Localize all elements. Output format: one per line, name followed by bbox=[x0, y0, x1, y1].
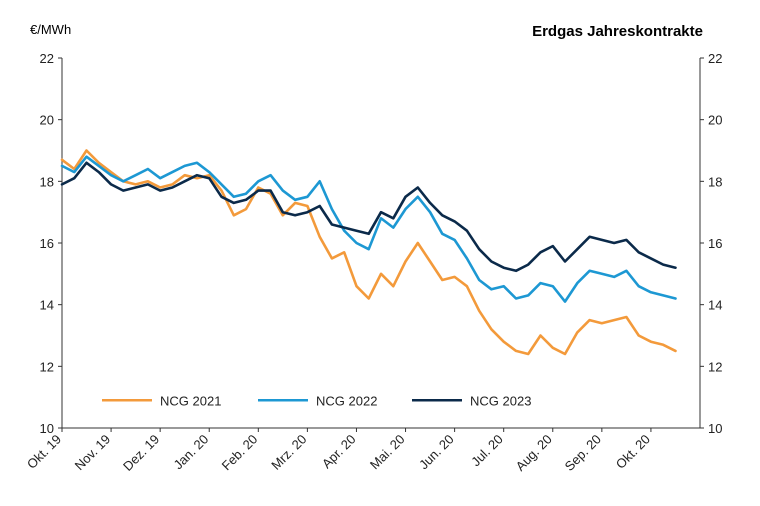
x-tick-label: Dez. 19 bbox=[120, 432, 162, 474]
x-tick-label: Jan. 20 bbox=[171, 432, 212, 473]
x-tick-label: Sep. 20 bbox=[562, 432, 604, 474]
y-tick-label-right: 14 bbox=[708, 298, 722, 313]
x-tick-label: Apr. 20 bbox=[319, 432, 359, 472]
x-ticks: Okt. 19 Nov. 19 Dez. 19 Jan. 20 Feb. 20 Mrz. … bbox=[24, 428, 653, 474]
y-tick-label-left: 14 bbox=[40, 298, 54, 313]
y-tick-label-right: 18 bbox=[708, 174, 722, 189]
series-line-3 bbox=[60, 161, 677, 273]
y-tick-label-left: 20 bbox=[40, 113, 54, 128]
legend-label: NCG 2023 bbox=[470, 393, 531, 408]
y-tick-label-right: 10 bbox=[708, 421, 722, 436]
legend-label: NCG 2021 bbox=[160, 393, 221, 408]
legend: NCG 2021 NCG 2022 NCG 2023 bbox=[102, 393, 531, 408]
chart-title: Erdgas Jahreskontrakte bbox=[532, 23, 703, 40]
y-tick-label-right: 22 bbox=[708, 51, 722, 66]
y-tick-label-left: 12 bbox=[40, 359, 54, 374]
x-tick-label: Mrz. 20 bbox=[268, 432, 309, 473]
x-tick-label: Nov. 19 bbox=[72, 432, 114, 474]
y-tick-label-left: 16 bbox=[40, 236, 54, 251]
x-tick-label: Okt. 19 bbox=[24, 432, 64, 472]
series-lines bbox=[60, 149, 677, 356]
x-tick-label: Mai. 20 bbox=[367, 432, 408, 473]
y-axis-unit: €/MWh bbox=[30, 22, 71, 37]
y-tick-label-right: 20 bbox=[708, 113, 722, 128]
y-tick-label-left: 18 bbox=[40, 174, 54, 189]
y-tick-label-left: 22 bbox=[40, 51, 54, 66]
y-tick-label-right: 16 bbox=[708, 236, 722, 251]
legend-label: NCG 2022 bbox=[316, 393, 377, 408]
x-tick-label: Feb. 20 bbox=[219, 432, 261, 474]
series-line-1 bbox=[60, 149, 677, 356]
series-line-2 bbox=[60, 155, 677, 303]
y-tick-label-right: 12 bbox=[708, 359, 722, 374]
x-tick-label: Jun. 20 bbox=[416, 432, 457, 473]
y-tick-label-left: 10 bbox=[40, 421, 54, 436]
x-tick-label: Aug. 20 bbox=[513, 432, 555, 474]
x-tick-label: Jul. 20 bbox=[468, 432, 506, 470]
x-tick-label: Okt. 20 bbox=[613, 432, 653, 472]
y-ticks: 10 10 12 12 14 14 16 16 18 18 20 20 22 22 bbox=[40, 51, 723, 436]
